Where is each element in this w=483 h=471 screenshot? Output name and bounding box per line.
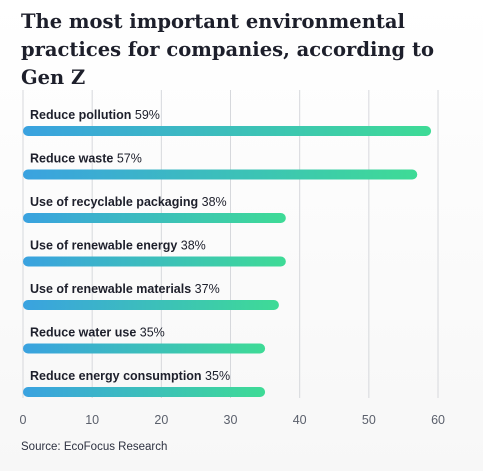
bar-labels: Reduce pollution 59% Reduce waste 57% Use … (30, 108, 230, 383)
bar-label: Use of renewable energy 38% (30, 239, 206, 253)
x-tick-label: 20 (154, 413, 168, 427)
category-label: Use of renewable materials (30, 282, 191, 296)
x-tick-label: 0 (20, 413, 27, 427)
x-tick-label: 30 (224, 413, 238, 427)
value-label: 57% (113, 152, 142, 166)
bar-label: Reduce pollution 59% (30, 108, 160, 122)
bar (23, 343, 266, 354)
value-label: 38% (177, 239, 206, 253)
chart-title: The most important environmental practic… (21, 10, 434, 89)
value-label: 59% (131, 108, 160, 122)
source-note: Source: EcoFocus Research (21, 441, 168, 453)
bar (23, 169, 418, 180)
x-axis-ticks: 0 10 20 30 40 50 60 (20, 413, 445, 427)
bar (23, 126, 432, 136)
bar (23, 213, 286, 223)
category-label: Reduce pollution (30, 108, 131, 122)
category-label: Reduce energy consumption (30, 369, 202, 383)
x-tick-label: 60 (431, 413, 445, 427)
bars (23, 126, 432, 397)
x-tick-label: 40 (293, 413, 307, 427)
bar-label: Use of renewable materials 37% (30, 282, 220, 296)
bar (23, 387, 266, 397)
value-label: 37% (191, 282, 220, 296)
x-tick-label: 10 (85, 413, 99, 427)
value-label: 35% (202, 369, 231, 383)
category-label: Reduce waste (30, 152, 113, 166)
category-label: Use of recyclable packaging (30, 195, 198, 209)
value-label: 38% (198, 195, 227, 209)
bar (23, 256, 286, 267)
bar-label: Reduce energy consumption 35% (30, 369, 230, 383)
bar (23, 300, 279, 310)
x-tick-label: 50 (362, 413, 376, 427)
bar-label: Use of recyclable packaging 38% (30, 195, 227, 209)
category-label: Reduce water use (30, 326, 136, 340)
category-label: Use of renewable energy (30, 239, 177, 253)
bar-label: Reduce waste 57% (30, 152, 142, 166)
bar-label: Reduce water use 35% (30, 326, 165, 340)
value-label: 35% (136, 326, 165, 340)
